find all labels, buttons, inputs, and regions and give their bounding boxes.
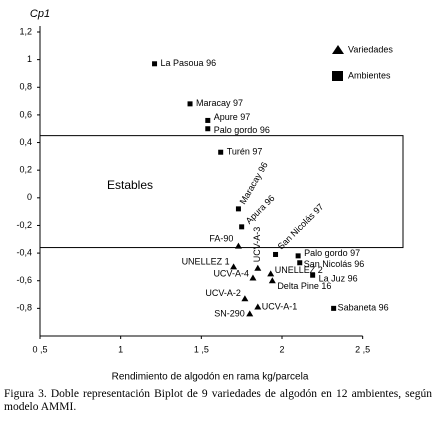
point-label: Sabaneta 96 — [338, 303, 389, 313]
y-tick-label: 1 — [27, 54, 32, 64]
point-square — [205, 126, 211, 132]
point-triangle — [249, 274, 257, 281]
point-square — [187, 101, 193, 107]
point-label: UCV-A-2 — [205, 288, 241, 298]
y-tick-label: 0 — [27, 192, 32, 202]
point-label: UNELLEZ 2 — [275, 265, 323, 275]
region-label: Estables — [107, 178, 153, 192]
point-square — [273, 251, 279, 257]
x-tick-label: 1 — [118, 344, 123, 354]
point-label: La Pasoua 96 — [161, 58, 217, 68]
point-label: La Juz 96 — [319, 274, 358, 284]
point-square — [235, 206, 241, 212]
point-square — [152, 61, 158, 67]
point-label: UCV-A-1 — [262, 301, 298, 311]
point-label: Apure 97 — [214, 112, 251, 122]
y-tick-label: -0,6 — [16, 275, 32, 285]
point-label: San Nicolás 96 — [304, 259, 365, 269]
x-tick-label: 1 ,5 — [194, 344, 209, 354]
y-tick-label: 0,4 — [19, 137, 32, 147]
caption: Figura 3. Doble representación Biplot de… — [4, 388, 432, 413]
legend-label: Variedades — [348, 44, 393, 54]
point-square — [297, 260, 303, 266]
point-triangle — [268, 277, 276, 284]
point-square — [218, 149, 224, 155]
point-label: UCV-A-4 — [213, 268, 249, 278]
y-tick-label: -0,2 — [16, 220, 32, 230]
legend-marker — [332, 45, 344, 54]
y-axis-label: Cp1 — [30, 8, 50, 20]
point-square — [331, 305, 337, 311]
point-square — [239, 224, 245, 230]
point-label: FA-90 — [209, 234, 233, 244]
point-square — [295, 253, 301, 259]
point-triangle — [246, 310, 254, 317]
point-label: UCV-A-3 — [252, 227, 262, 263]
point-triangle — [254, 303, 262, 310]
point-triangle — [234, 242, 242, 249]
y-tick-label: 0,8 — [19, 82, 32, 92]
x-tick-label: 2 — [279, 344, 284, 354]
x-axis-label: Rendimiento de algodón en rama kg/parcel… — [112, 372, 309, 383]
y-tick-label: -0,4 — [16, 247, 32, 257]
y-tick-label: -0,8 — [16, 303, 32, 313]
y-tick-label: 0,6 — [19, 109, 32, 119]
caption-box: Figura 3. Doble representación Biplot de… — [4, 388, 432, 413]
stable-region — [39, 135, 404, 249]
y-tick-label: 0,2 — [19, 165, 32, 175]
point-triangle — [241, 295, 249, 302]
point-label: UNELLEZ 1 — [182, 256, 230, 266]
point-triangle — [230, 263, 238, 270]
legend-label: Ambientes — [348, 70, 391, 80]
x-tick-label: 0 ,5 — [32, 344, 47, 354]
y-tick-label: 1,2 — [19, 26, 32, 36]
point-triangle — [254, 264, 262, 271]
legend-marker — [332, 71, 343, 81]
point-label: Palo gordo 96 — [214, 125, 270, 135]
point-label: Turén 97 — [227, 147, 263, 157]
point-square — [310, 272, 316, 278]
point-label: SN-290 — [214, 308, 245, 318]
point-label: Maracay 97 — [196, 98, 243, 108]
point-triangle — [267, 270, 275, 277]
x-tick-label: 2 ,5 — [355, 344, 370, 354]
point-label: San Nicolás 97 — [276, 202, 326, 252]
point-label: Delta Pine 16 — [277, 281, 331, 291]
point-square — [205, 117, 211, 123]
point-label: Palo gordo 97 — [304, 248, 360, 258]
